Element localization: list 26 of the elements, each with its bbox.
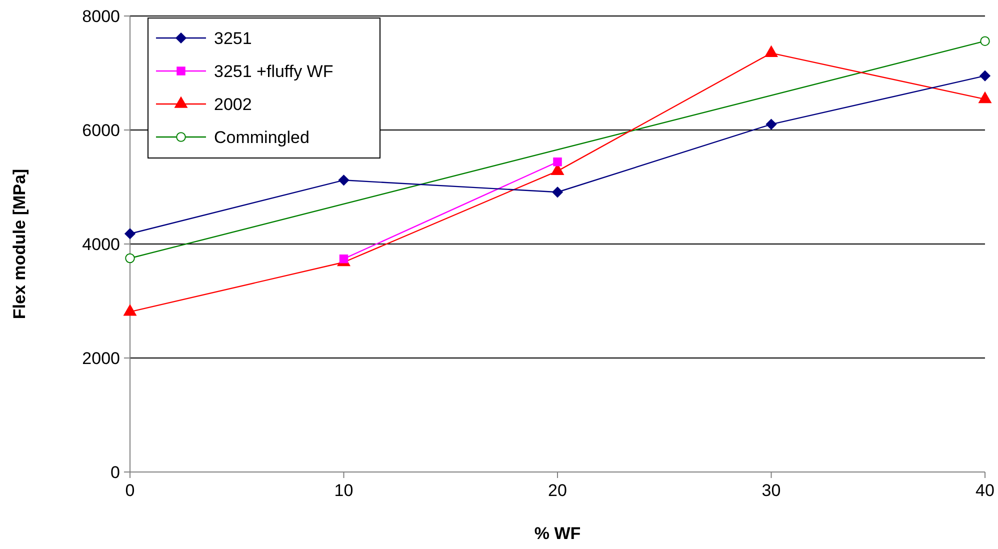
legend-label: 3251 [214,28,252,48]
point [766,118,777,130]
y-tick-label: 8000 [82,6,120,26]
x-tick-label: 10 [334,481,354,500]
point [553,158,562,166]
point [339,254,348,264]
y-tick-label: 0 [110,462,120,482]
x-tick-label: 30 [762,481,781,500]
y-tick-label: 2000 [82,348,120,368]
point [552,186,563,198]
legend-label: 2002 [214,94,252,114]
y-axis-title: Flex module [MPa] [10,168,29,320]
point [125,253,135,264]
point [980,70,990,82]
legend-label: 3251 +fluffy WF [214,62,334,81]
point [338,174,350,186]
x-tick-label: 40 [976,481,994,500]
point [124,228,136,240]
y-tick-label: 4000 [82,234,120,254]
x-tick-label: 0 [125,481,135,500]
x-axis-title: % WF [534,524,581,543]
point [124,304,136,316]
x-tick-label: 20 [548,481,567,500]
y-tick-label: 6000 [82,120,120,140]
legend-label: Commingled [214,128,310,147]
point [980,36,990,46]
